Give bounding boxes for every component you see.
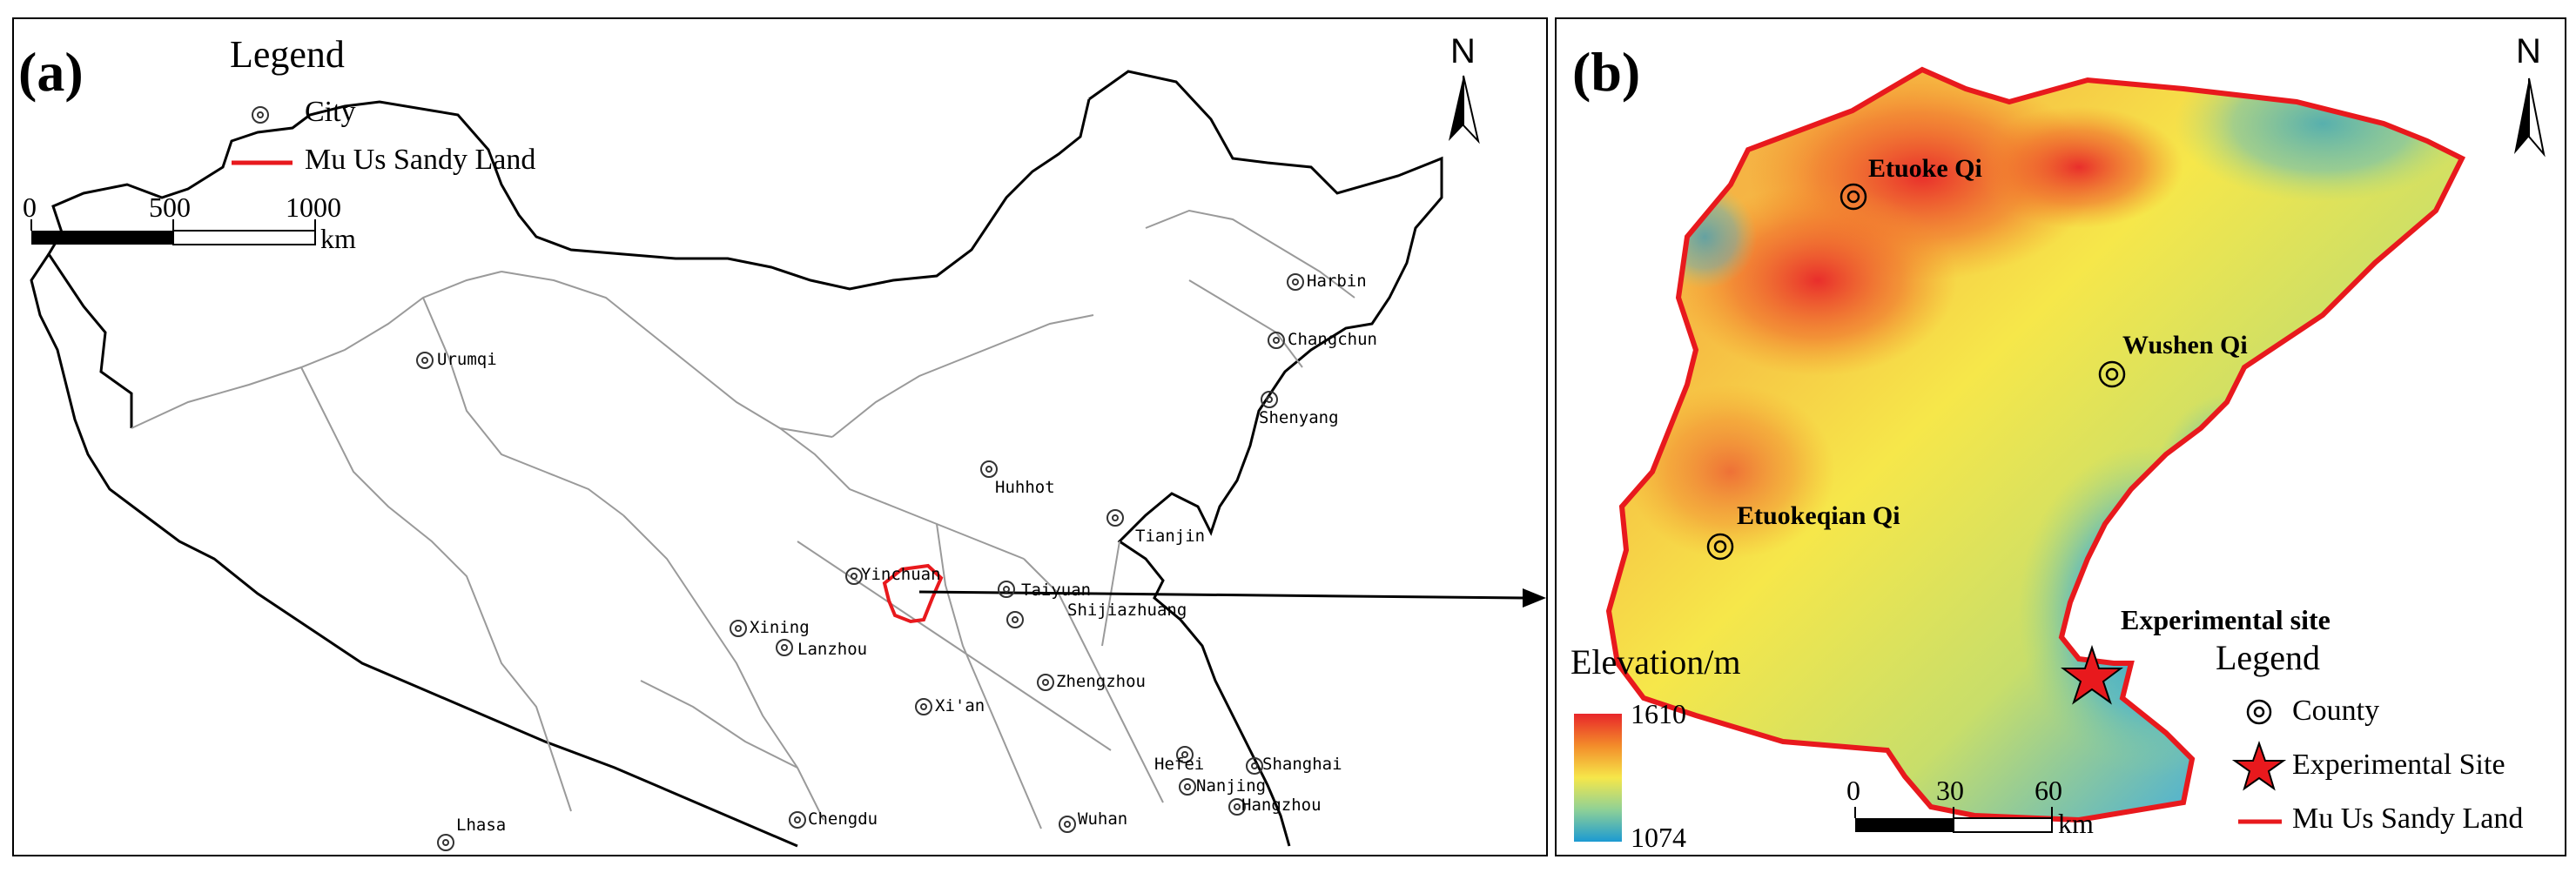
province-boundaries — [131, 209, 1355, 829]
legend-label-city: City — [305, 96, 356, 128]
city-label-chengdu: Chengdu — [808, 809, 878, 829]
scale-bar-b-black — [1855, 818, 1954, 832]
scale-bar-white — [172, 230, 316, 245]
city-label-lanzhou: Lanzhou — [797, 640, 868, 659]
china-outline — [47, 70, 1443, 847]
scale-tick-500: 500 — [149, 191, 191, 223]
city-marker — [789, 811, 806, 829]
scale-b-tick-30: 30 — [1936, 775, 1964, 806]
city-marker — [980, 460, 998, 478]
mu-us-outline — [882, 563, 944, 624]
city-label-xian: Xi'an — [935, 696, 985, 715]
county-label-etuoke: Etuoke Qi — [1868, 154, 1982, 183]
north-arrow-b-right — [2528, 77, 2546, 158]
elevation-map — [1605, 66, 2546, 833]
city-label-shanghai: Shanghai — [1262, 755, 1342, 774]
city-label-zhengzhou: Zhengzhou — [1056, 672, 1146, 691]
north-arrow-right — [1463, 75, 1480, 144]
city-marker — [1006, 611, 1024, 628]
scale-unit: km — [320, 223, 356, 254]
china-map — [30, 70, 1546, 851]
elevation-color-ramp — [1574, 714, 1622, 842]
mu-us-elevation-panel: (b) N Etuoke Qi Wushen Qi Etuokeqian Qi … — [1555, 17, 2566, 856]
city-label-hangzhou: Hangzhou — [1241, 796, 1322, 815]
city-marker — [998, 581, 1015, 598]
legend-county-symbol — [2246, 699, 2272, 725]
scale-bar-black — [31, 231, 173, 245]
legend-star-symbol — [2231, 740, 2287, 791]
city-label-nanjing: Nanjing — [1196, 776, 1267, 796]
experimental-site-star — [2061, 644, 2123, 705]
county-marker-wushen — [2098, 360, 2126, 388]
city-label-xining: Xining — [750, 618, 810, 637]
city-label-harbin: Harbin — [1307, 272, 1367, 291]
elevation-min: 1074 — [1631, 822, 1686, 853]
city-label-shijiazhuang: Shijiazhuang — [1067, 601, 1187, 620]
arrow-head — [1523, 588, 1546, 608]
legend-label-county: County — [2292, 695, 2380, 727]
scale-bar-b-white — [1953, 817, 2053, 833]
legend-city-symbol-inner — [257, 111, 264, 118]
legend-label-mu-us-b: Mu Us Sandy Land — [2292, 802, 2524, 835]
scale-b-unit: km — [2058, 808, 2094, 839]
china-map-panel: (a) Legend City Mu Us Sandy Land 0 500 1… — [12, 17, 1548, 856]
legend-label-experimental-site: Experimental Site — [2292, 749, 2505, 781]
panel-label-b: (b) — [1572, 41, 1641, 103]
city-marker — [845, 567, 863, 585]
city-label-hefei: Hefei — [1154, 755, 1205, 774]
elevation-max: 1610 — [1631, 698, 1686, 729]
arrow-line — [918, 590, 1525, 600]
scale-tick-1000: 1000 — [286, 191, 341, 223]
city-label-lhasa: Lhasa — [456, 816, 507, 835]
elevation-title: Elevation/m — [1570, 642, 1741, 682]
legend-title-b: Legend — [2216, 638, 2320, 677]
city-label-tianjin: Tianjin — [1135, 527, 1206, 546]
city-marker — [1176, 746, 1194, 763]
city-label-changchun: Changchun — [1288, 330, 1377, 349]
north-letter-b: N — [2516, 32, 2541, 71]
county-label-etuokeqian: Etuokeqian Qi — [1737, 501, 1900, 530]
experimental-site-label: Experimental site — [2121, 604, 2331, 635]
north-letter-a: N — [1450, 32, 1476, 71]
county-marker-etuokeqian — [1706, 533, 1734, 561]
city-marker — [1261, 391, 1278, 408]
county-label-wushen: Wushen Qi — [2122, 331, 2248, 359]
city-marker — [1287, 273, 1304, 291]
city-label-taiyuan: Taiyuan — [1021, 581, 1092, 600]
county-marker-etuoke — [1840, 183, 1867, 211]
legend-city-symbol-outer — [252, 106, 269, 124]
city-marker — [1037, 674, 1054, 691]
city-label-urumqi: Urumqi — [437, 350, 497, 369]
mu-us-boundary — [1605, 66, 2466, 823]
city-label-wuhan: Wuhan — [1078, 809, 1128, 829]
city-marker — [416, 352, 434, 369]
city-marker — [1179, 778, 1196, 796]
scale-b-tick-0: 0 — [1846, 775, 1860, 806]
elevation-raster — [1609, 70, 2462, 820]
city-marker — [776, 639, 793, 656]
city-marker — [1228, 798, 1246, 816]
city-marker — [730, 620, 747, 637]
city-marker — [1268, 332, 1285, 349]
north-arrow-left — [1449, 76, 1463, 141]
city-marker — [1059, 816, 1076, 833]
city-label-yinchuan: Yinchuan — [861, 565, 941, 584]
scale-b-tick-60: 60 — [2035, 775, 2062, 806]
china-outline-sw — [30, 253, 798, 848]
city-marker — [1246, 757, 1263, 775]
city-marker — [915, 698, 932, 715]
panel-label-a: (a) — [18, 41, 84, 103]
legend-label-mu-us: Mu Us Sandy Land — [305, 144, 536, 176]
scale-tick-0: 0 — [23, 191, 37, 223]
city-label-shenyang: Shenyang — [1259, 408, 1339, 427]
city-label-huhhot: Huhhot — [995, 478, 1055, 497]
legend-title-a: Legend — [230, 33, 345, 76]
city-markers — [416, 273, 1304, 851]
north-arrow-b-left — [2514, 78, 2529, 154]
city-marker — [437, 834, 454, 851]
city-marker — [1106, 509, 1124, 527]
